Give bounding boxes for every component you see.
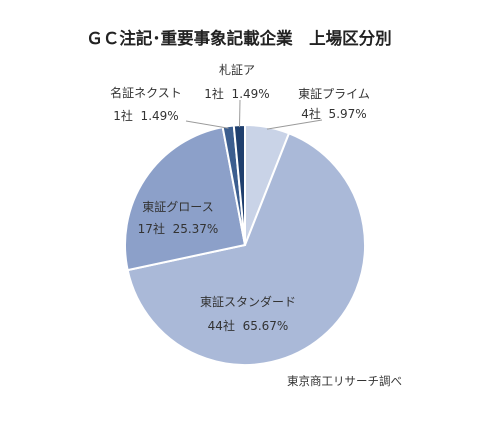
- slice-name-label-4: 名証ネクスト: [110, 85, 182, 100]
- slice-name-label-3: 東証グロース: [142, 200, 213, 214]
- slice-value-label-4: 1社 1.49%: [113, 108, 178, 123]
- leader-line-1: [266, 119, 323, 130]
- slice-value-label-3: 17社 25.37%: [138, 221, 219, 236]
- chart-title: ＧＣ注記･重要事象記載企業 上場区分別: [86, 28, 391, 48]
- slice-value-label-1: 4社 5.97%: [301, 106, 366, 121]
- slice-name-label-1: 東証プライム: [298, 87, 370, 101]
- source-note: 東京商工リサーチ調べ: [287, 374, 402, 388]
- data-labels: 東証プライム 4社 5.97% 東証スタンダード 44社 65.67% 東証グロース 17…: [110, 63, 370, 333]
- slice-name-label-5: 札証ア: [219, 63, 255, 77]
- pie-slice-2: [126, 132, 366, 366]
- pie-slice-3: [124, 125, 247, 272]
- slice-value-label-5: 1社 1.49%: [204, 86, 269, 101]
- leader-line-5: [239, 99, 241, 128]
- leader-lines: [185, 99, 323, 130]
- leader-line-4: [185, 120, 229, 129]
- pie-slices: [124, 123, 366, 366]
- slice-value-label-2: 44社 65.67%: [208, 318, 289, 333]
- slice-name-label-2: 東証スタンダード: [200, 294, 296, 309]
